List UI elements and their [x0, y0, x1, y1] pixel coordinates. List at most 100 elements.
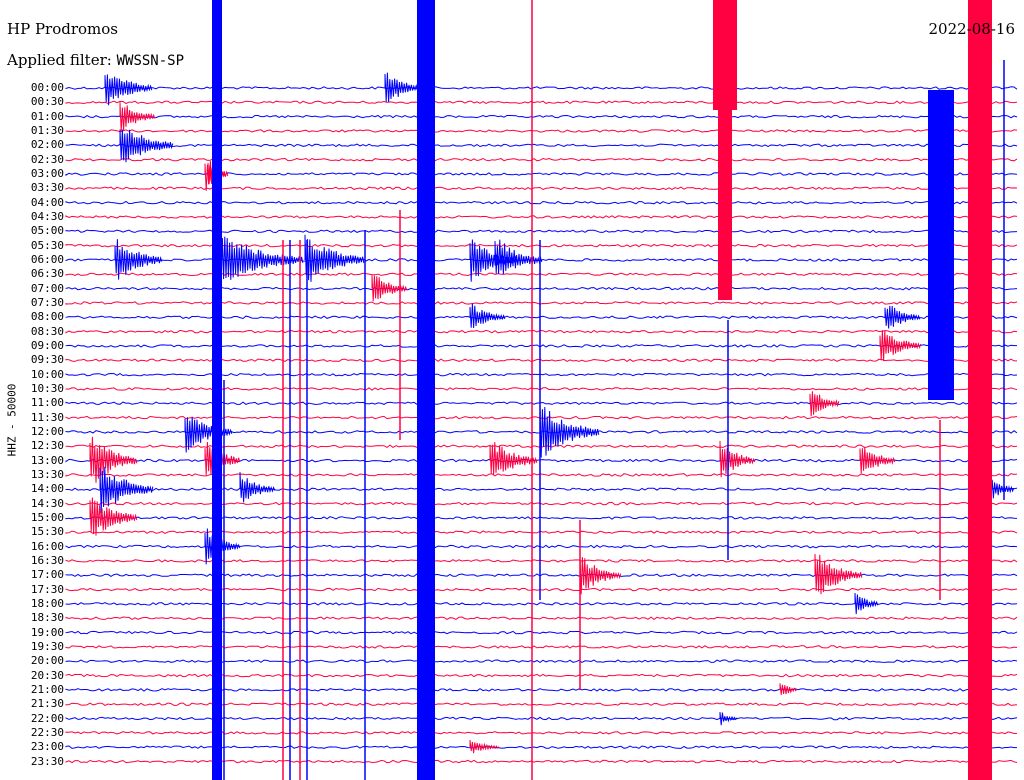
- event-burst: [494, 239, 543, 275]
- trace-line: [65, 143, 1018, 148]
- event-burst: [99, 466, 154, 514]
- event-burst: [239, 472, 276, 503]
- time-label: 20:30: [30, 668, 64, 682]
- event-burst: [384, 72, 421, 103]
- time-label: 05:30: [30, 238, 64, 252]
- trace-line: [65, 157, 1018, 162]
- time-label: 02:00: [30, 138, 64, 152]
- time-label: 22:30: [30, 725, 64, 739]
- time-label: 09:30: [30, 353, 64, 367]
- trace-line: [65, 329, 1018, 334]
- time-label: 14:00: [30, 482, 64, 496]
- trace-line: [65, 129, 1018, 133]
- time-label: 07:00: [30, 281, 64, 295]
- trace-line: [65, 645, 1018, 649]
- event-burst: [859, 447, 896, 474]
- time-axis-labels: 00:00 00:30 01:00 01:30 02:00 02:30 03:00 03:30…: [0, 0, 64, 780]
- time-label: 04:30: [30, 209, 64, 223]
- time-label: 11:00: [30, 396, 64, 410]
- trace-line: [65, 530, 1018, 535]
- time-label: 11:30: [30, 410, 64, 424]
- trace-line: [65, 516, 1018, 520]
- trace-line: [65, 688, 1018, 692]
- time-label: 01:30: [30, 123, 64, 137]
- time-label: 02:30: [30, 152, 64, 166]
- trace-line: [65, 487, 1018, 491]
- time-label: 18:00: [30, 596, 64, 610]
- saturation-band: [417, 0, 435, 780]
- trace-line: [65, 372, 1018, 377]
- time-label: 08:30: [30, 324, 64, 338]
- time-label: 04:00: [30, 195, 64, 209]
- time-label: 23:30: [30, 754, 64, 768]
- time-label: 20:00: [30, 654, 64, 668]
- trace-line: [65, 659, 1018, 664]
- trace-line: [65, 473, 1018, 477]
- trace-line: [65, 759, 1018, 764]
- event-burst: [119, 102, 156, 132]
- event-burst: [489, 442, 538, 476]
- time-label: 08:00: [30, 310, 64, 324]
- trace-line: [65, 387, 1018, 391]
- filter-label-text: Applied filter:: [7, 51, 112, 69]
- trace-line: [65, 501, 1018, 506]
- trace-line: [65, 573, 1018, 577]
- event-burst: [119, 129, 174, 163]
- trace-line: [65, 301, 1018, 305]
- time-label: 00:30: [30, 95, 64, 109]
- trace-line: [65, 630, 1018, 635]
- time-label: 21:00: [30, 682, 64, 696]
- time-label: 22:00: [30, 711, 64, 725]
- time-label: 07:30: [30, 295, 64, 309]
- time-label: 17:30: [30, 582, 64, 596]
- time-label: 12:30: [30, 439, 64, 453]
- trace-line: [65, 243, 1018, 248]
- trace-line: [65, 186, 1018, 191]
- trace-line: [65, 344, 1017, 348]
- trace-line: [65, 731, 1018, 735]
- saturation-band: [713, 0, 737, 110]
- trace-line: [65, 358, 1017, 363]
- event-burst: [469, 739, 500, 754]
- time-label: 17:00: [30, 568, 64, 582]
- time-label: 19:30: [30, 639, 64, 653]
- event-burst: [114, 239, 163, 280]
- time-label: 16:30: [30, 553, 64, 567]
- time-label: 06:00: [30, 252, 64, 266]
- trace-line: [65, 86, 1018, 90]
- time-label: 23:00: [30, 740, 64, 754]
- event-burst: [89, 497, 138, 536]
- trace-line: [65, 559, 1018, 563]
- trace-line: [65, 587, 1018, 592]
- saturation-band: [212, 0, 222, 780]
- time-label: 06:30: [30, 267, 64, 281]
- station-title: HP Prodromos: [7, 20, 118, 38]
- time-label: 01:00: [30, 109, 64, 123]
- time-label: 10:00: [30, 367, 64, 381]
- event-burst: [371, 275, 408, 302]
- trace-line: [65, 673, 1018, 678]
- trace-line: [65, 745, 1017, 749]
- event-burst: [854, 592, 879, 615]
- saturation-band: [718, 110, 732, 300]
- time-label: 03:00: [30, 166, 64, 180]
- event-burst: [814, 553, 863, 595]
- trace-line: [65, 229, 1018, 234]
- filter-label: Applied filter: WWSSN-SP: [7, 51, 184, 69]
- time-label: 03:30: [30, 181, 64, 195]
- time-label: 19:00: [30, 625, 64, 639]
- time-label: 00:00: [30, 81, 64, 94]
- time-label: 15:30: [30, 525, 64, 539]
- time-label: 10:30: [30, 381, 64, 395]
- event-burst: [89, 436, 138, 483]
- event-burst: [719, 711, 738, 726]
- time-label: 16:00: [30, 539, 64, 553]
- trace-line: [65, 100, 1018, 105]
- time-label: 15:00: [30, 510, 64, 524]
- event-burst: [719, 440, 756, 478]
- time-label: 12:00: [30, 424, 64, 438]
- trace-line: [65, 272, 1018, 277]
- trace-line: [65, 215, 1018, 219]
- event-burst: [579, 556, 622, 595]
